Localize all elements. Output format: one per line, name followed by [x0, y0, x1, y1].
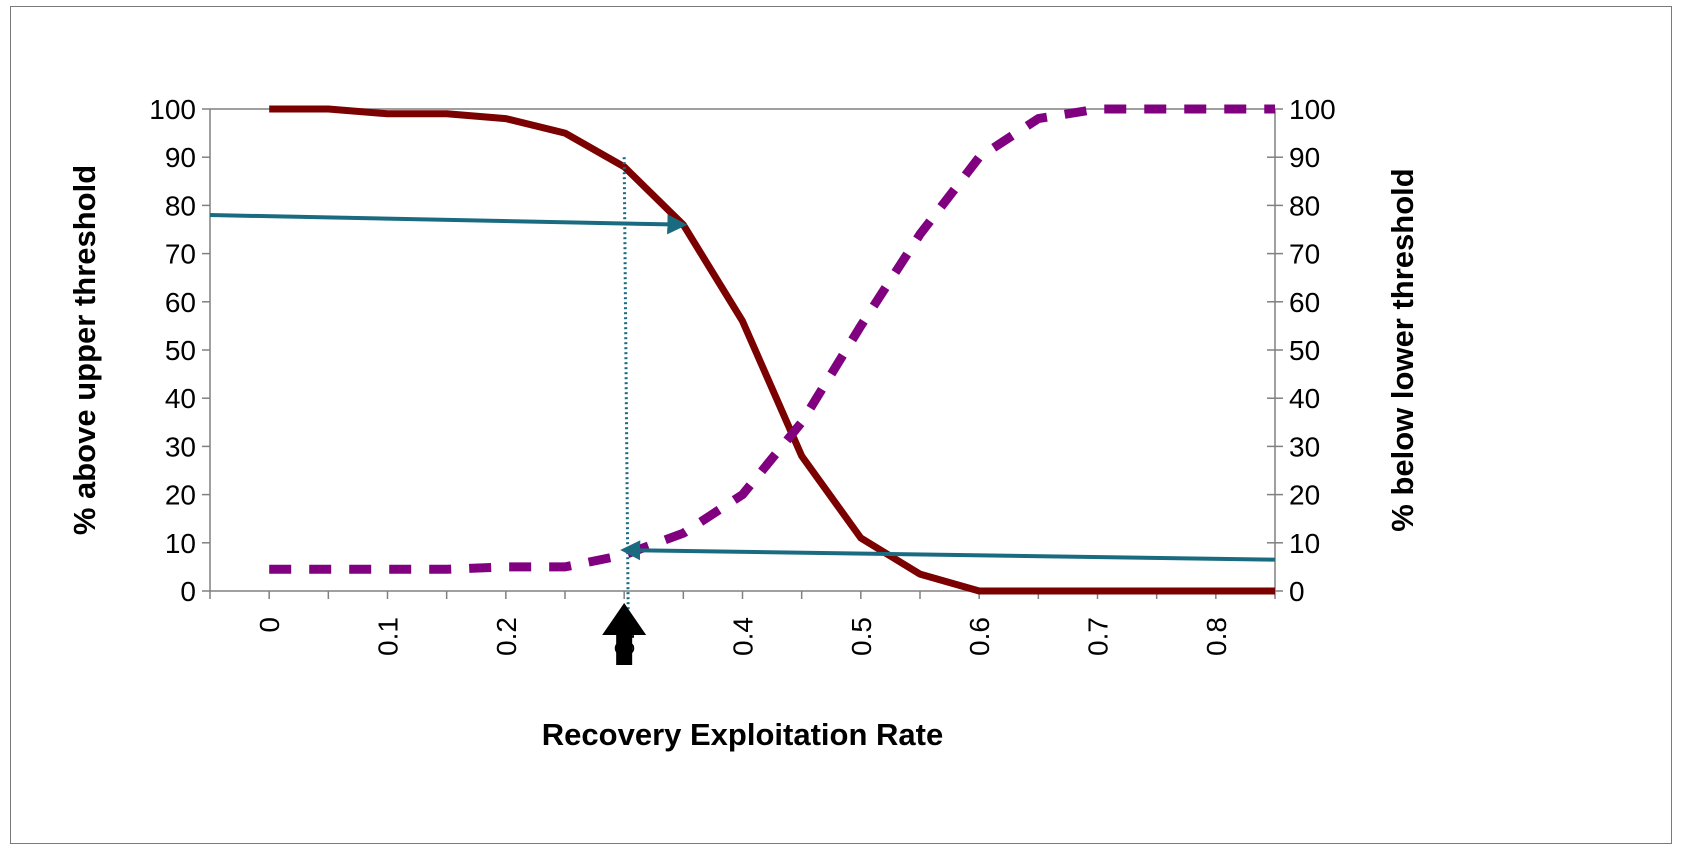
y-tick-label-right: 50: [1289, 335, 1320, 366]
x-tick-label: 0.8: [1201, 617, 1232, 656]
y-tick-label-right: 30: [1289, 431, 1320, 462]
x-tick-label: 0.2: [491, 617, 522, 656]
y-tick-label-left: 60: [165, 287, 196, 318]
x-tick-label: 0.1: [373, 617, 404, 656]
chart-annotations: [209, 157, 1276, 665]
y-tick-label-left: 50: [165, 335, 196, 366]
x-tick-label: 0.5: [846, 617, 877, 656]
y-tick-label-right: 10: [1289, 528, 1320, 559]
y-tick-label-left: 70: [165, 239, 196, 270]
chart-labels: Recovery Exploitation Rate % above upper…: [67, 165, 1420, 752]
y-tick-label-right: 70: [1289, 239, 1320, 270]
y-tick-label-left: 10: [165, 528, 196, 559]
y-axis-title-left: % above upper threshold: [67, 165, 102, 535]
y-tick-label-right: 20: [1289, 480, 1320, 511]
chart-frame: 0 10 20 30 40 50 60 70 80 90 100 0 10 20 30 40 50 60 70 80 9…: [10, 6, 1672, 844]
y-tick-label-left: 100: [149, 94, 196, 125]
y-tick-label-right: 80: [1289, 190, 1320, 221]
y-tick-label-right: 100: [1289, 94, 1336, 125]
x-tick-label: 0: [254, 617, 285, 633]
y-tick-label-right: 40: [1289, 383, 1320, 414]
line-chart: 0 10 20 30 40 50 60 70 80 90 100 0 10 20 30 40 50 60 70 80 9…: [67, 94, 1420, 752]
arrow-up-icon: [602, 603, 647, 665]
x-tick-label: 0.6: [964, 617, 995, 656]
x-axis-title: Recovery Exploitation Rate: [542, 717, 943, 752]
series-line-below-lower-threshold: [269, 104, 1275, 574]
x-tick-label: 0.4: [728, 617, 759, 656]
y-tick-label-right: 90: [1289, 142, 1320, 173]
annotation-arrow: [620, 540, 1276, 562]
chart-series: [269, 104, 1275, 595]
reference-dotted-line: [622, 157, 630, 612]
y-tick-label-left: 30: [165, 431, 196, 462]
y-tick-label-left: 0: [180, 576, 196, 607]
series-line-above-upper-threshold: [269, 105, 1275, 595]
y-tick-label-left: 40: [165, 383, 196, 414]
chart-axes: 0 10 20 30 40 50 60 70 80 90 100 0 10 20 30 40 50 60 70 80 9…: [149, 94, 1335, 656]
y-tick-label-left: 20: [165, 480, 196, 511]
y-tick-label-left: 80: [165, 190, 196, 221]
y-tick-label-right: 0: [1289, 576, 1305, 607]
y-tick-label-left: 90: [165, 142, 196, 173]
y-tick-label-right: 60: [1289, 287, 1320, 318]
y-axis-title-right: % below lower threshold: [1385, 168, 1420, 531]
annotation-arrow: [209, 213, 688, 235]
x-tick-label: 0.7: [1083, 617, 1114, 656]
